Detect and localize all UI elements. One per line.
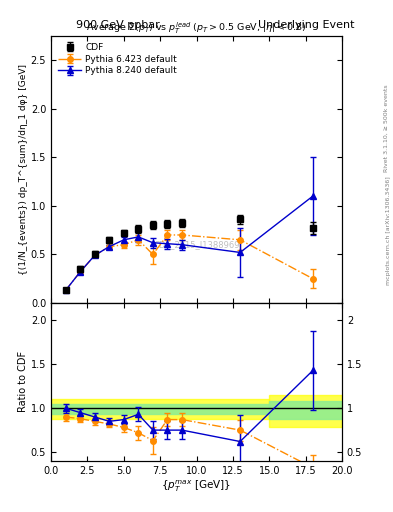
Text: 900 GeV ppbar: 900 GeV ppbar [76, 20, 160, 31]
Legend: CDF, Pythia 6.423 default, Pythia 8.240 default: CDF, Pythia 6.423 default, Pythia 8.240 … [55, 40, 180, 78]
Bar [269, 401, 342, 419]
Y-axis label: Ratio to CDF: Ratio to CDF [18, 351, 28, 413]
Text: Underlying Event: Underlying Event [258, 20, 355, 31]
Title: Average $\Sigma(p_T)$ vs $p_T^{lead}$ ($p_T > 0.5$ GeV, $|\eta| < 0.8$): Average $\Sigma(p_T)$ vs $p_T^{lead}$ ($… [86, 20, 307, 36]
Text: CDF_2015_I1388969: CDF_2015_I1388969 [153, 240, 240, 249]
Bar [51, 399, 269, 419]
Bar [51, 404, 269, 414]
Text: Rivet 3.1.10, ≥ 500k events: Rivet 3.1.10, ≥ 500k events [384, 84, 389, 172]
Text: mcplots.cern.ch [arXiv:1306.3436]: mcplots.cern.ch [arXiv:1306.3436] [386, 176, 391, 285]
Bar [269, 395, 342, 428]
Y-axis label: {(1/N_{events}) dp_T^{sum}/dη_1 dφ} [GeV]: {(1/N_{events}) dp_T^{sum}/dη_1 dφ} [GeV… [19, 64, 28, 275]
X-axis label: $\{p_T^{max}$ [GeV]$\}$: $\{p_T^{max}$ [GeV]$\}$ [162, 478, 231, 494]
